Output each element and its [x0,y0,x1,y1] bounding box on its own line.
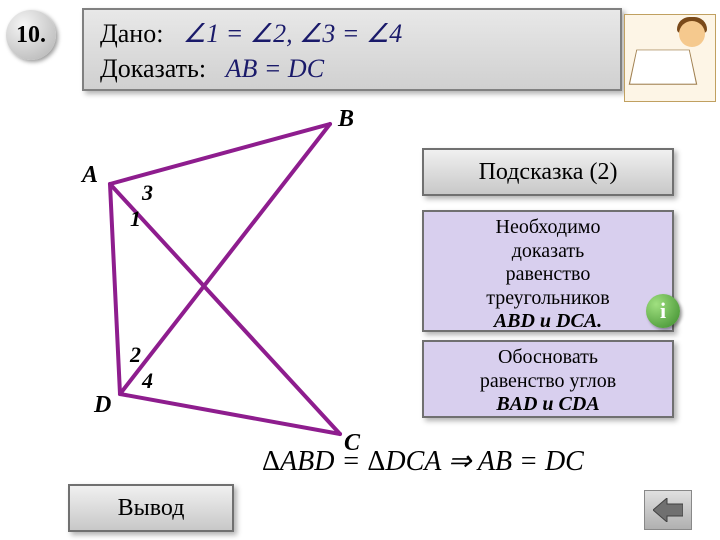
geometry-diagram: A B C D 1 2 3 4 [50,104,380,454]
back-button[interactable] [644,490,692,530]
back-arrow-icon [653,498,683,522]
hint2-em: BAD и CDA [432,393,664,417]
book-icon [629,50,698,85]
result: AB = DC [478,446,584,477]
given-label: Дано: [100,19,163,48]
student-illustration [624,14,716,102]
prove-statement: AB = DC [226,54,324,83]
head-shape [679,21,705,47]
prove-line: Доказать: AB = DC [100,51,604,86]
impl: ⇒ [441,446,478,477]
problem-number-badge: 10. [6,10,56,60]
hint2-l1: Обосновать [432,346,664,370]
tri2: DCA [385,446,441,477]
hint1-l3: равенство [432,263,664,287]
vertex-label-A: A [82,162,98,189]
given-line: Дано: ∠1 = ∠2, ∠3 = ∠4 [100,16,604,51]
angle-label-3: 3 [142,180,153,206]
vertex-label-D: D [94,392,111,419]
hint-box-2: Обосновать равенство углов BAD и CDA [422,340,674,418]
hint1-em: ABD и DCA. [432,310,664,334]
hint1-l4: треугольников [432,287,664,311]
angle-label-1: 1 [130,206,141,232]
hint2-l2: равенство углов [432,370,664,394]
problem-number-text: 10. [16,22,46,49]
hint-button-label: Подсказка (2) [479,159,618,186]
hint-box-1: Необходимо доказать равенство треугольни… [422,210,674,332]
angle-label-2: 2 [130,342,141,368]
vertex-label-C: C [344,430,360,457]
given-panel: Дано: ∠1 = ∠2, ∠3 = ∠4 Доказать: AB = DC [82,8,622,91]
angle-label-4: 4 [142,368,153,394]
info-button[interactable]: i [646,294,680,328]
vertex-label-B: B [338,106,354,133]
conclusion-label: Вывод [118,495,185,522]
given-condition: ∠1 = ∠2, ∠3 = ∠4 [183,19,402,48]
conclusion-button[interactable]: Вывод [68,484,234,532]
hint1-l1: Необходимо [432,216,664,240]
hint1-l2: доказать [432,240,664,264]
info-icon: i [660,298,666,324]
hint-button[interactable]: Подсказка (2) [422,148,674,196]
prove-label: Доказать: [100,54,206,83]
